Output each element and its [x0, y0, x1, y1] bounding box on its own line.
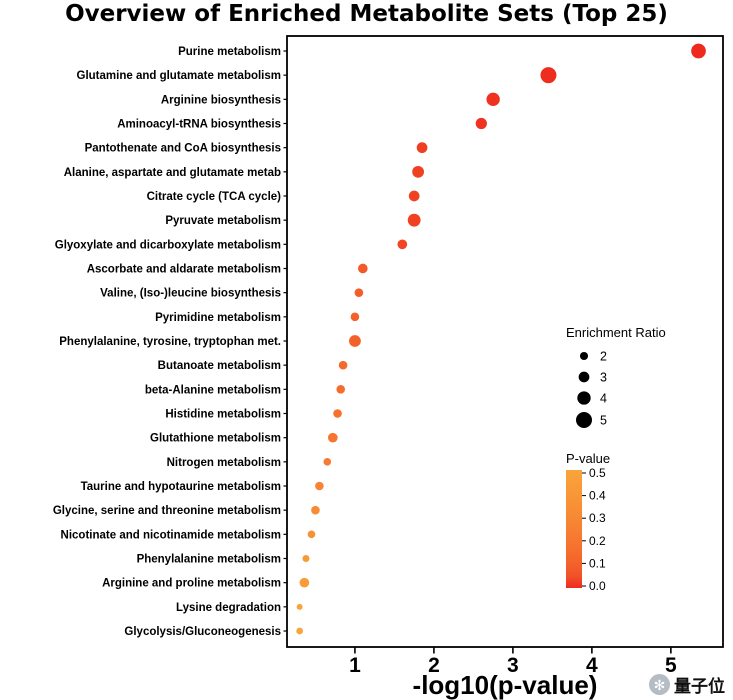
data-point [315, 481, 324, 491]
x-tick-label: 5 [665, 654, 677, 677]
data-point [299, 577, 310, 588]
watermark: ✻ 量子位 [649, 672, 725, 697]
y-axis-label: beta-Alanine metabolism [145, 384, 281, 396]
y-axis-label: Histidine metabolism [165, 409, 281, 421]
x-tick-label: 1 [349, 654, 361, 677]
data-point [307, 530, 316, 539]
data-point [357, 263, 368, 274]
data-point [407, 213, 421, 227]
data-point [416, 142, 428, 154]
y-axis-label: Phenylalanine metabolism [137, 554, 281, 566]
size-legend-dot [578, 371, 590, 383]
y-axis-label: Arginine biosynthesis [161, 94, 281, 106]
data-point [475, 117, 487, 130]
colorbar-label: 0.2 [589, 534, 606, 548]
y-axis-label: Citrate cycle (TCA cycle) [147, 191, 282, 203]
data-point [311, 505, 320, 515]
data-point [350, 312, 360, 322]
size-legend-dot [576, 412, 592, 428]
colorbar-label: 0.5 [589, 466, 606, 480]
data-point [296, 603, 303, 610]
watermark-text: 量子位 [674, 677, 725, 696]
data-point [540, 67, 557, 84]
data-point [333, 409, 342, 418]
data-point [302, 554, 310, 563]
y-axis-label: Glycine, serine and threonine metabolism [53, 505, 281, 517]
y-axis-label: Aminoacyl-tRNA biosynthesis [117, 119, 281, 131]
y-axis-label: Valine, (Iso-)leucine biosynthesis [100, 288, 281, 300]
colorbar-label: 0.0 [589, 579, 606, 593]
y-axis-label: Butanoate metabolism [158, 360, 281, 372]
size-legend-label: 5 [600, 414, 607, 428]
y-axis-label: Arginine and proline metabolism [102, 578, 281, 590]
colorbar-label: 0.4 [589, 489, 606, 503]
y-axis-label: Glyoxylate and dicarboxylate metabolism [55, 239, 281, 251]
size-legend-dot [579, 351, 589, 361]
data-point [323, 458, 332, 466]
size-legend-label: 2 [600, 350, 607, 364]
data-point [338, 360, 348, 370]
x-tick-label: 3 [507, 654, 519, 677]
x-tick-label: 2 [428, 654, 440, 677]
y-axis-label: Pyruvate metabolism [165, 215, 281, 227]
y-axis-label: Alanine, aspartate and glutamate metab [64, 167, 281, 179]
y-axis-label: Phenylalanine, tyrosine, tryptophan met. [59, 336, 281, 348]
chart-title: Overview of Enriched Metabolite Sets (To… [65, 1, 668, 27]
data-point [397, 239, 408, 250]
y-axis-label: Ascorbate and aldarate metabolism [87, 264, 281, 276]
size-legend-label: 3 [600, 371, 607, 385]
data-point [296, 627, 304, 635]
y-axis-label: Glutamine and glutamate metabolism [77, 70, 281, 82]
data-point [486, 92, 500, 107]
colorbar-label: 0.3 [589, 511, 606, 525]
y-axis-label: Glutathione metabolism [150, 433, 281, 445]
data-point [327, 432, 338, 443]
y-axis-label: Pantothenate and CoA biosynthesis [85, 143, 281, 155]
snowflake-icon: ✻ [649, 674, 670, 695]
colorbar-label: 0.1 [589, 556, 606, 570]
colorbar [566, 470, 582, 588]
y-axis-label: Lysine degradation [176, 602, 281, 614]
x-tick-label: 4 [586, 654, 598, 677]
y-axis-label: Purine metabolism [178, 46, 281, 58]
y-axis-label: Pyrimidine metabolism [155, 312, 281, 324]
y-axis-label: Glycolysis/Gluconeogenesis [124, 626, 281, 638]
y-axis-label: Nitrogen metabolism [167, 457, 281, 469]
data-point [691, 43, 706, 59]
data-point [412, 165, 425, 178]
data-point [408, 190, 420, 202]
data-point [349, 335, 361, 347]
size-legend-label: 4 [600, 392, 607, 406]
data-point [336, 385, 346, 394]
size-legend-dot [577, 391, 591, 405]
y-axis-label: Taurine and hypotaurine metabolism [81, 481, 281, 493]
size-legend-title: Enrichment Ratio [566, 325, 666, 340]
x-axis-title: -log10(p-value) [413, 670, 598, 700]
y-axis-label: Nicotinate and nicotinamide metabolism [61, 529, 281, 541]
data-point [354, 288, 364, 297]
color-legend-title: P-value [566, 451, 610, 466]
